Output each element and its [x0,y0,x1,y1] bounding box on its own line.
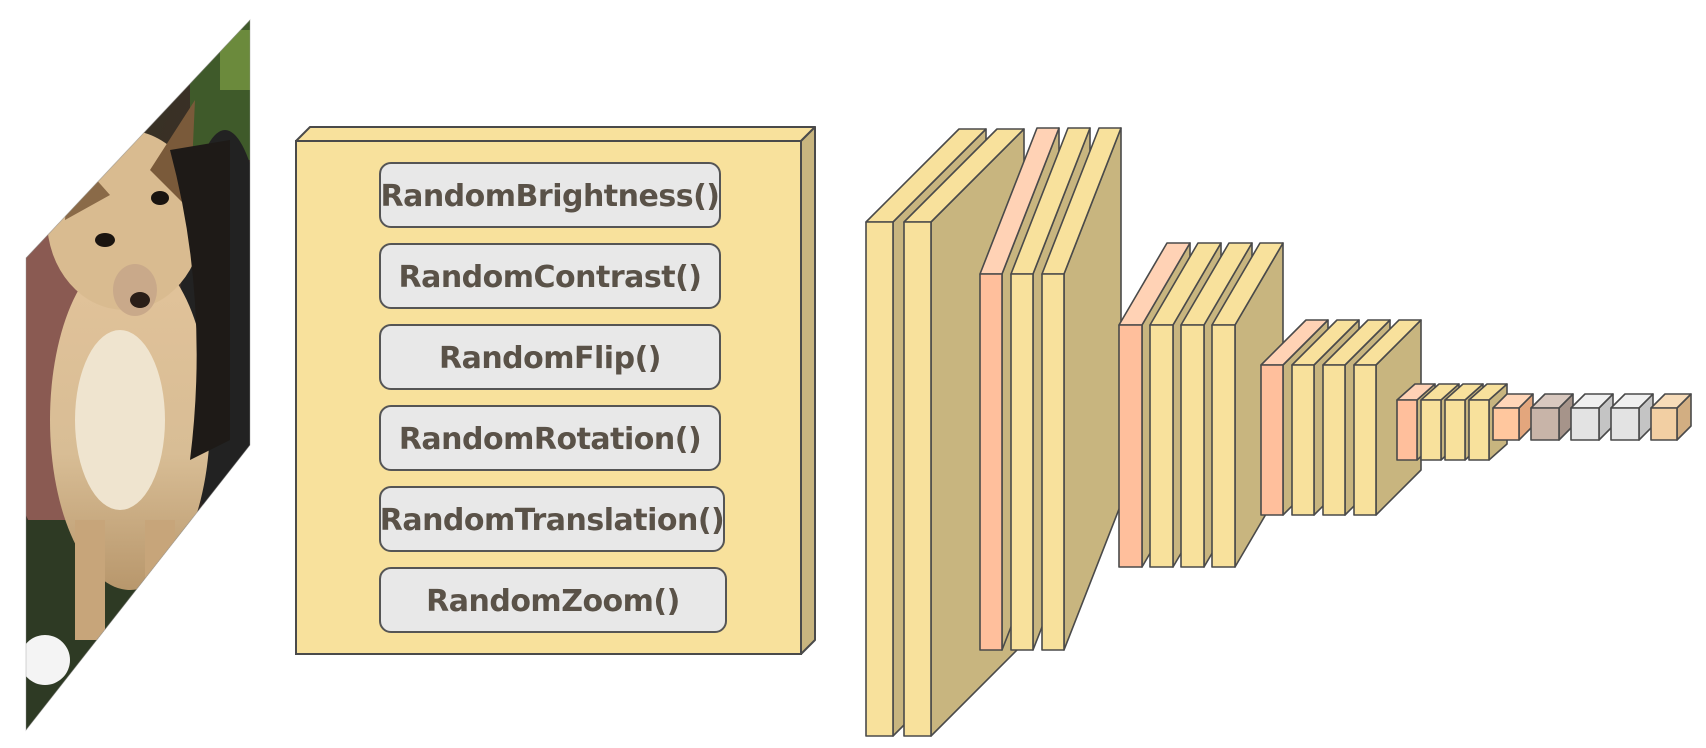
conv-block-4-layer-2-front [1322,364,1346,516]
augmentation-layer-list: RandomBrightness() RandomContrast() Rand… [379,162,727,633]
augmentation-block: RandomBrightness() RandomContrast() Rand… [295,126,816,655]
conv-block-1-layer-1-front [865,221,894,737]
dense-layer-orange-front [1492,407,1520,441]
conv-block-2-layer-1-front [1010,273,1034,651]
conv-block-2-layer-2-front [1041,273,1065,651]
random-rotation-layer[interactable]: RandomRotation() [379,405,721,471]
dense-layer-brown-front [1530,407,1560,441]
dense-layer-gray-2-front [1610,407,1640,441]
pool-block-2-front [979,273,1003,651]
dense-layer-orange [1492,393,1534,441]
pool-block-3-front [1118,324,1143,568]
cnn-layer-stack [865,127,1692,737]
random-contrast-layer[interactable]: RandomContrast() [379,243,721,309]
output-layer-front [1650,407,1678,441]
conv-block-5-layer-1-front [1420,399,1442,461]
random-flip-layer[interactable]: RandomFlip() [379,324,721,390]
dense-layer-brown [1530,393,1574,441]
conv-block-3-layer-3-front [1211,324,1236,568]
random-translation-layer[interactable]: RandomTranslation() [379,486,725,552]
input-image [25,18,251,732]
conv-block-4-layer-1-front [1291,364,1315,516]
random-zoom-label: RandomZoom() [426,584,680,619]
random-brightness-layer[interactable]: RandomBrightness() [379,162,721,228]
augmentation-block-top [295,126,816,142]
random-rotation-label: RandomRotation() [399,422,701,457]
conv-block-1-layer-2-front [903,221,932,737]
conv-block-5-layer-3-front [1468,399,1490,461]
pool-block-5-front [1396,399,1418,461]
random-translation-label: RandomTranslation() [380,503,725,538]
random-zoom-layer[interactable]: RandomZoom() [379,567,727,633]
random-flip-label: RandomFlip() [439,341,661,376]
random-brightness-label: RandomBrightness() [380,179,719,214]
conv-block-4-layer-3-front [1353,364,1377,516]
dense-layer-gray-1-front [1570,407,1600,441]
output-layer [1650,393,1692,441]
pool-block-4-front [1260,364,1284,516]
random-contrast-label: RandomContrast() [398,260,701,295]
augmentation-block-side [800,126,816,655]
dense-layer-gray-1 [1570,393,1614,441]
conv-block-5-layer-2-front [1444,399,1466,461]
conv-block-2-layer-2 [1041,127,1122,651]
conv-block-3-layer-1-front [1149,324,1174,568]
conv-block-3-layer-2-front [1180,324,1205,568]
dense-layer-gray-2 [1610,393,1654,441]
